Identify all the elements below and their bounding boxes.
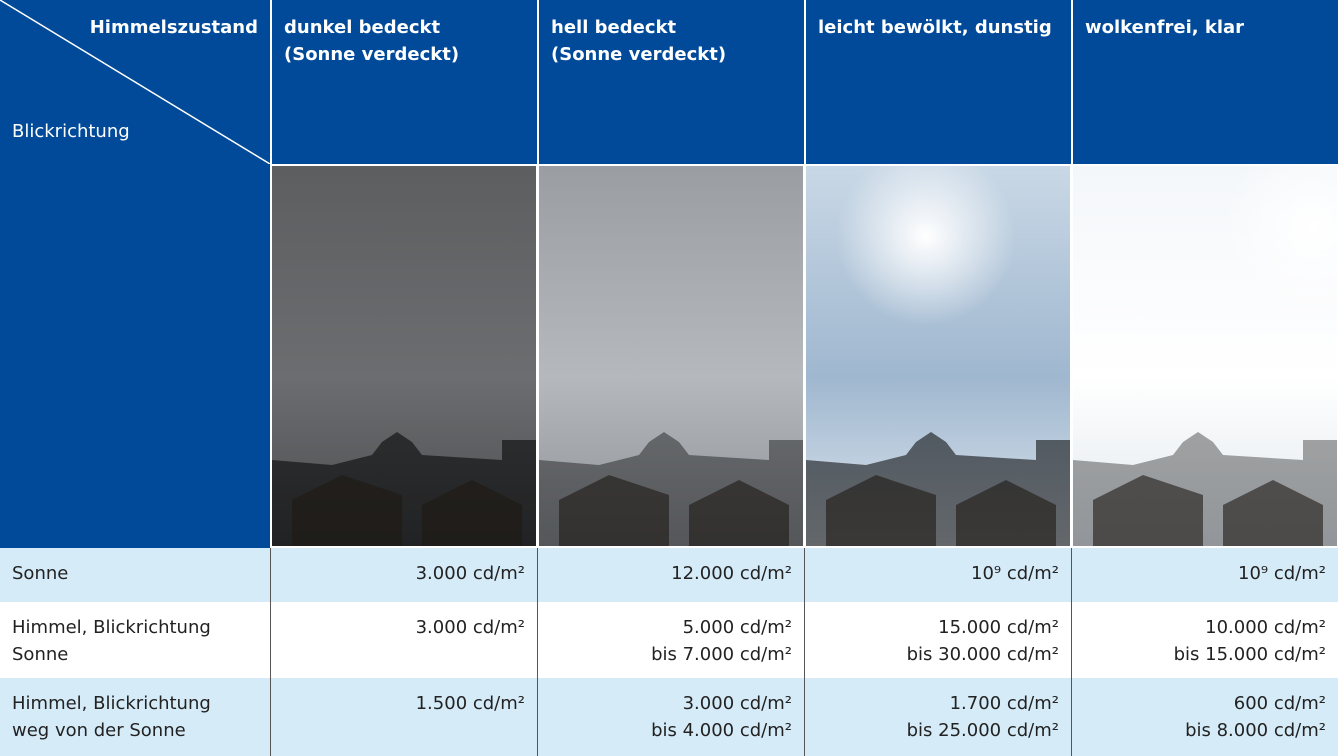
value-cell: 10⁹ cd/m² — [1071, 548, 1338, 602]
column-header: leicht bewölkt, dunstig — [806, 0, 1071, 164]
text-line: bis 15.000 cd/m² — [1084, 641, 1326, 668]
value-cell: 3.000 cd/m² — [270, 548, 537, 602]
row-label: Sonne — [0, 548, 270, 602]
text-line: weg von der Sonne — [12, 717, 258, 744]
column-header: wolkenfrei, klar — [1073, 0, 1338, 164]
text-line: dunkel bedeckt — [284, 14, 525, 41]
text-line: (Sonne verdeckt) — [551, 41, 792, 68]
luminance-table: Himmelszustand Blickrichtung dunkel bede… — [0, 0, 1338, 756]
text-line: wolkenfrei, klar — [1085, 14, 1326, 41]
text-line: 5.000 cd/m² — [550, 614, 792, 641]
corner-bottom: Blickrichtung — [12, 118, 130, 145]
text-line: bis 25.000 cd/m² — [817, 717, 1059, 744]
text-line: 3.000 cd/m² — [283, 560, 525, 587]
text-line: bis 7.000 cd/m² — [550, 641, 792, 668]
text-line: 3.000 cd/m² — [283, 614, 525, 641]
sky-photo — [539, 166, 803, 546]
text-line: 10⁹ cd/m² — [1084, 560, 1326, 587]
text-line: 1.500 cd/m² — [283, 690, 525, 717]
text-line: bis 8.000 cd/m² — [1084, 717, 1326, 744]
text-line: hell bedeckt — [551, 14, 792, 41]
value-cell: 10⁹ cd/m² — [804, 548, 1071, 602]
text-line: leicht bewölkt, dunstig — [818, 14, 1059, 41]
value-cell: 3.000 cd/m² — [270, 602, 537, 678]
corner-cell: Himmelszustand Blickrichtung — [0, 0, 270, 548]
text-line: 10.000 cd/m² — [1084, 614, 1326, 641]
text-line: Himmel, Blickrichtung — [12, 614, 258, 641]
sky-photo — [272, 166, 536, 546]
text-line: 1.700 cd/m² — [817, 690, 1059, 717]
sky-photo — [806, 166, 1070, 546]
text-line: Himmel, Blickrichtung — [12, 690, 258, 717]
text-line: (Sonne verdeckt) — [284, 41, 525, 68]
text-line: 15.000 cd/m² — [817, 614, 1059, 641]
text-line: 600 cd/m² — [1084, 690, 1326, 717]
text-line: 3.000 cd/m² — [550, 690, 792, 717]
corner-top: Himmelszustand — [90, 14, 258, 41]
text-line: bis 30.000 cd/m² — [817, 641, 1059, 668]
value-cell: 12.000 cd/m² — [537, 548, 804, 602]
text-line: Sonne — [12, 641, 258, 668]
column-header: hell bedeckt(Sonne verdeckt) — [539, 0, 804, 164]
column-header: dunkel bedeckt(Sonne verdeckt) — [272, 0, 537, 164]
text-line: 10⁹ cd/m² — [817, 560, 1059, 587]
value-cell: 1.500 cd/m² — [270, 678, 537, 756]
sky-photo — [1073, 166, 1337, 546]
text-line: bis 4.000 cd/m² — [550, 717, 792, 744]
text-line: Sonne — [12, 560, 258, 587]
text-line: 12.000 cd/m² — [550, 560, 792, 587]
